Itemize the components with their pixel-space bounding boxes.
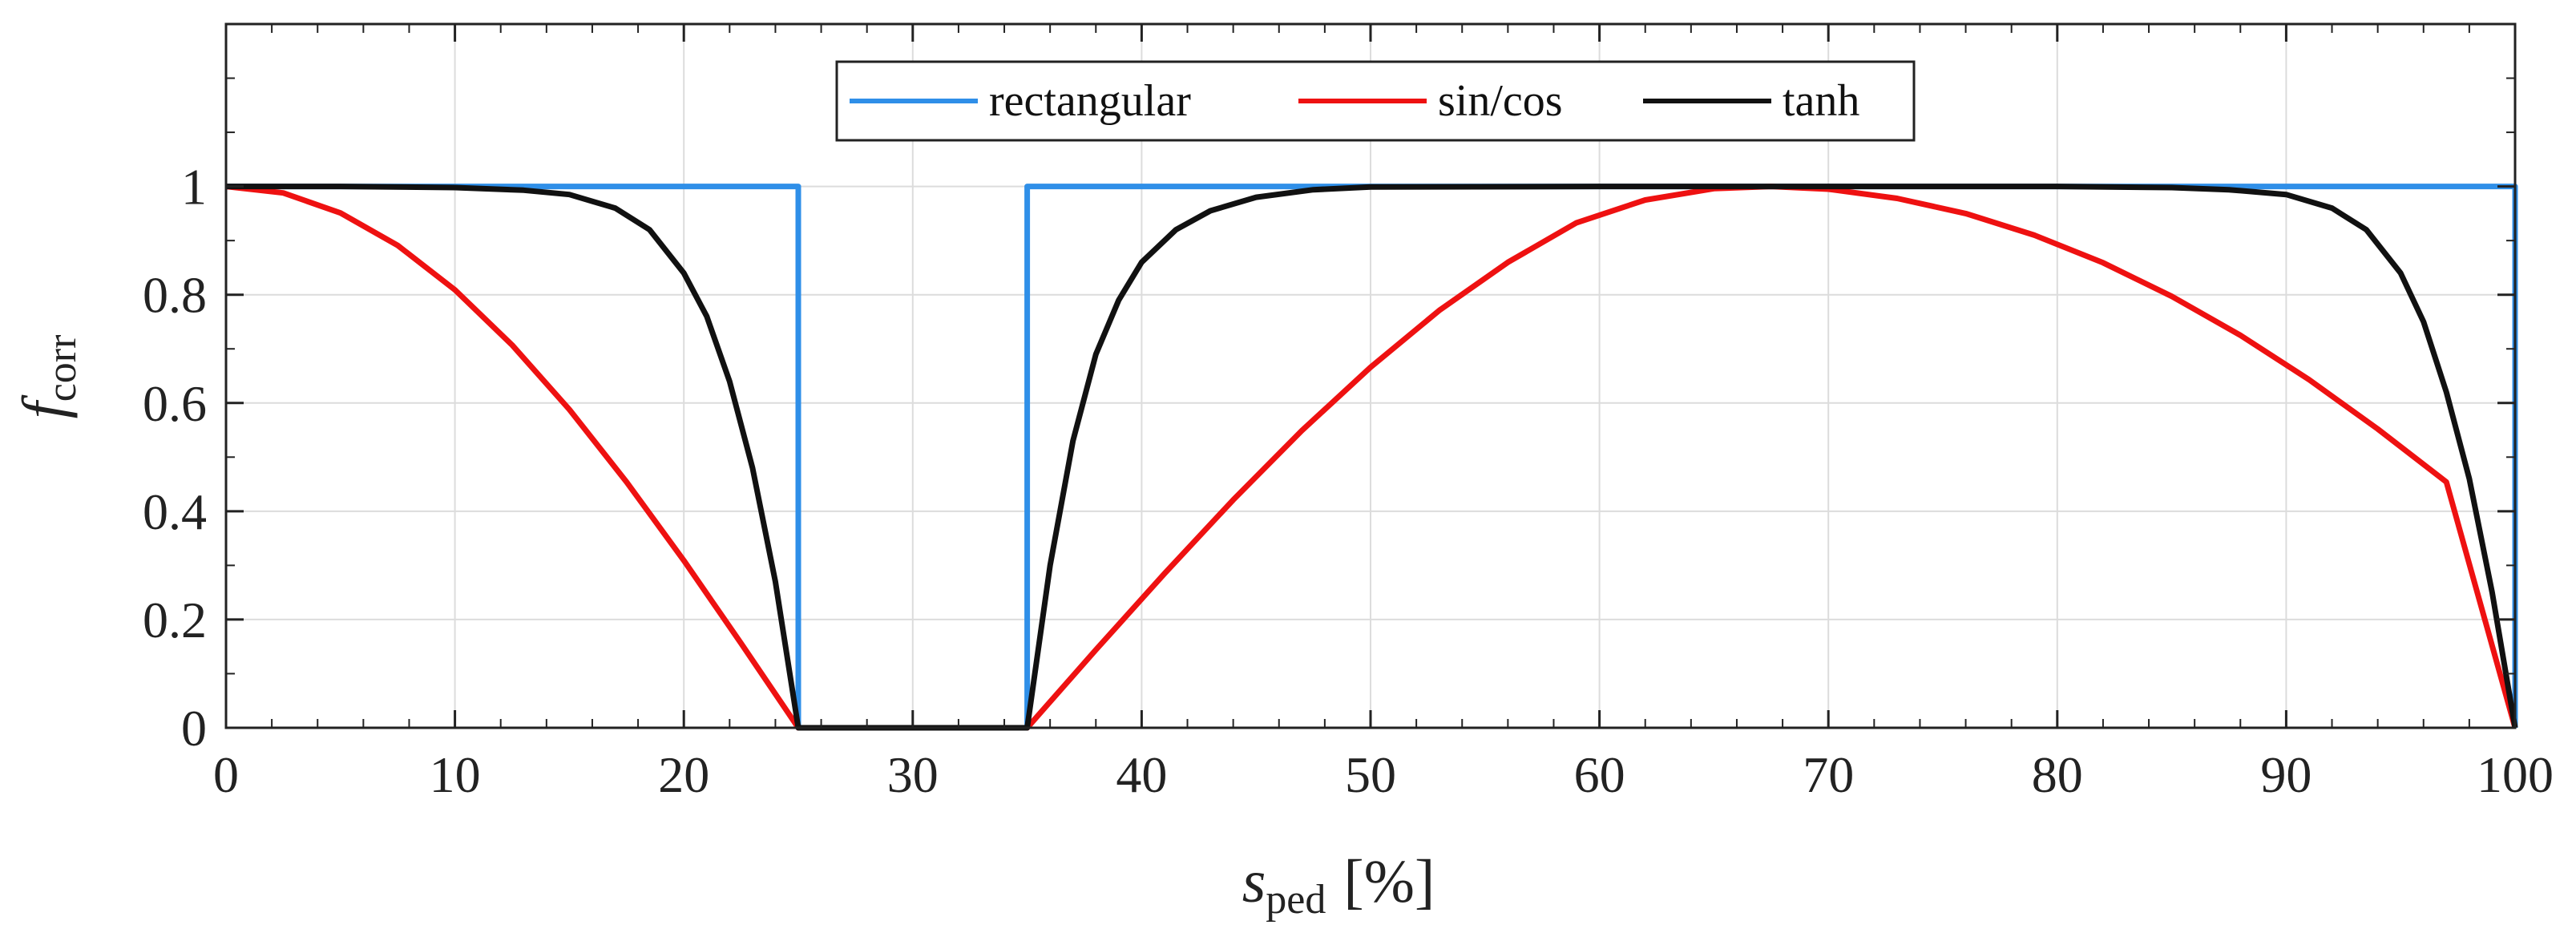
y-tick-label-1: 0.2 (143, 592, 207, 648)
y-tick-label-3: 0.6 (143, 375, 207, 432)
x-tick-label-10: 100 (2477, 746, 2554, 803)
y-tick-label-4: 0.8 (143, 267, 207, 324)
y-axis-title-sub: corr (39, 335, 85, 402)
series-line-sincos (225, 184, 2518, 731)
x-tick-label-0: 0 (213, 746, 239, 803)
y-tick-label-5: 1 (181, 159, 207, 216)
x-tick-label-1: 10 (430, 746, 481, 803)
axes (224, 22, 2517, 729)
tick-labels: 0 10 20 30 40 50 60 70 80 90 100 0 0.2 0.4 0.6 0.8 1 (143, 159, 2554, 803)
x-tick-label-3: 30 (887, 746, 939, 803)
y-tick-label-0: 0 (181, 700, 207, 757)
legend-entry-tanh: tanh (1643, 76, 1859, 126)
x-axis-title: sped [%] (1242, 848, 1435, 923)
y-tick-label-2: 0.4 (143, 483, 207, 540)
x-axis-unit: [%] (1343, 848, 1435, 915)
x-tick-label-8: 80 (2032, 746, 2083, 803)
legend-label-sincos: sin/cos (1438, 76, 1563, 126)
legend-label-rectangular: rectangular (989, 76, 1191, 126)
legend: rectangular sin/cos tanh (835, 60, 1916, 142)
x-tick-label-4: 40 (1116, 746, 1167, 803)
legend-label-tanh: tanh (1783, 76, 1859, 126)
x-tick-label-9: 90 (2260, 746, 2312, 803)
x-axis-title-main: s (1242, 848, 1266, 915)
x-axis-title-sub: ped (1266, 877, 1326, 923)
series-line-tanh (226, 184, 2518, 731)
y-axis-title: fcorr (10, 335, 85, 419)
x-tick-label-7: 70 (1803, 746, 1854, 803)
legend-entry-rectangular: rectangular (850, 76, 1191, 126)
x-tick-label-2: 20 (658, 746, 709, 803)
x-tick-label-6: 60 (1574, 746, 1625, 803)
legend-entry-sincos: sin/cos (1298, 76, 1563, 126)
x-tick-label-5: 50 (1345, 746, 1396, 803)
